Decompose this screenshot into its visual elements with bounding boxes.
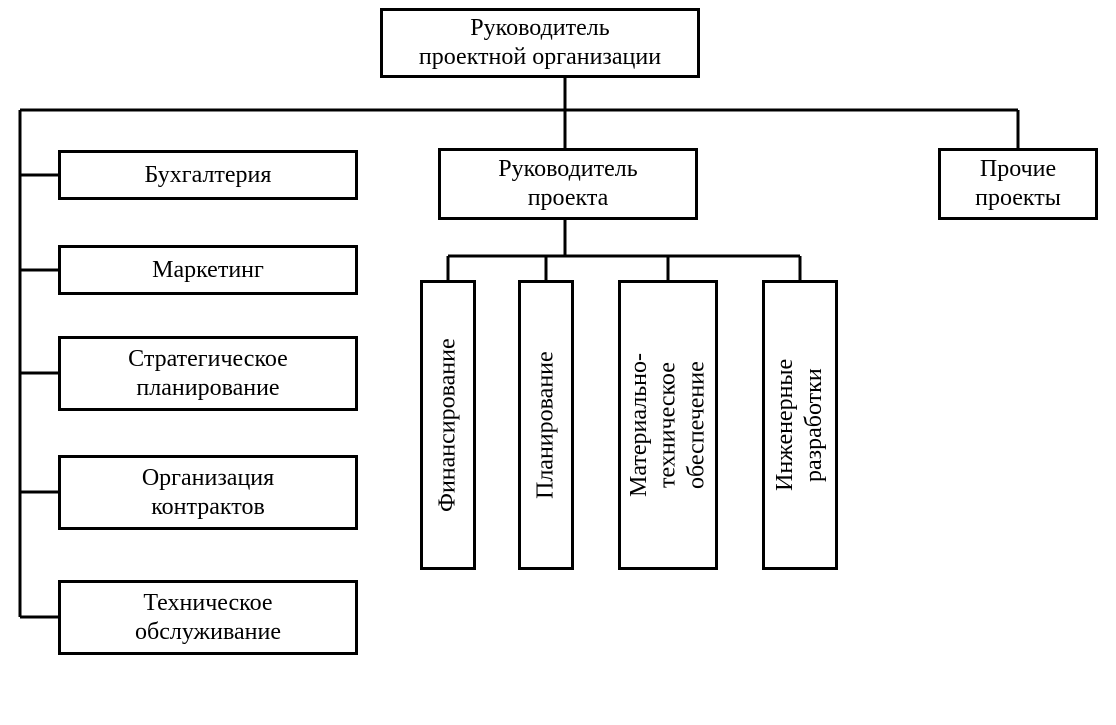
node-mid-label: Руководительпроекта [498, 155, 637, 213]
node-sub4-label: Инженерныеразработки [771, 359, 829, 491]
node-left5-label: Техническоеобслуживание [135, 589, 281, 647]
node-left1: Бухгалтерия [58, 150, 358, 200]
node-right-label: Прочиепроекты [975, 155, 1061, 213]
node-left5: Техническоеобслуживание [58, 580, 358, 655]
node-left3-label: Стратегическоепланирование [128, 345, 288, 403]
node-left3: Стратегическоепланирование [58, 336, 358, 411]
node-left2: Маркетинг [58, 245, 358, 295]
node-left1-label: Бухгалтерия [145, 161, 272, 190]
node-sub1-label: Финансирование [434, 338, 463, 512]
node-root-label: Руководительпроектной организации [419, 14, 661, 72]
node-sub4: Инженерныеразработки [762, 280, 838, 570]
node-left4-label: Организацияконтрактов [142, 464, 274, 522]
node-sub3: Материально-техническоеобеспечение [618, 280, 718, 570]
node-sub1: Финансирование [420, 280, 476, 570]
node-right: Прочиепроекты [938, 148, 1098, 220]
node-mid: Руководительпроекта [438, 148, 698, 220]
node-left2-label: Маркетинг [152, 256, 264, 285]
node-root: Руководительпроектной организации [380, 8, 700, 78]
node-sub2-label: Планирование [532, 351, 561, 499]
node-sub2: Планирование [518, 280, 574, 570]
node-sub3-label: Материально-техническоеобеспечение [625, 353, 711, 497]
node-left4: Организацияконтрактов [58, 455, 358, 530]
